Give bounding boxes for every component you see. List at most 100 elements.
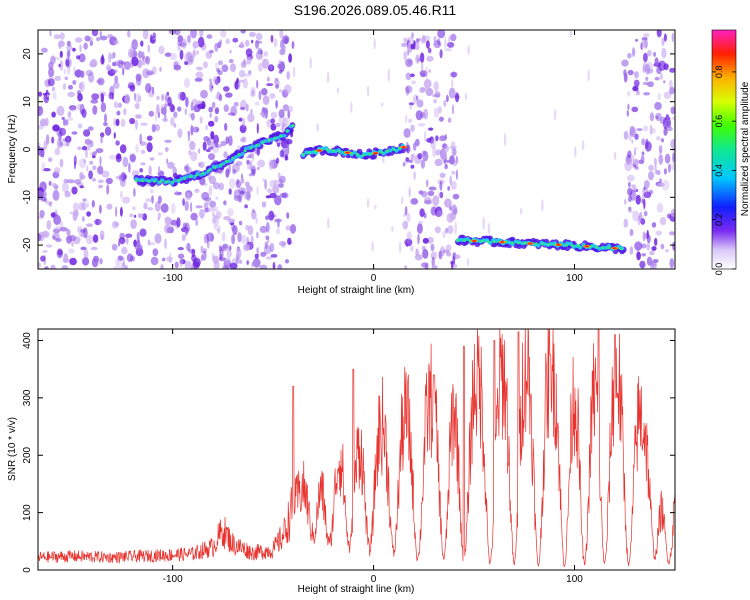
noise-blob: [198, 148, 201, 154]
noise-blob: [433, 40, 442, 49]
noise-blob: [288, 53, 292, 63]
noise-blob: [83, 159, 86, 164]
noise-blob: [451, 148, 457, 157]
noise-blob: [643, 39, 648, 49]
noise-blob: [426, 137, 433, 143]
noise-blob: [636, 251, 641, 261]
ridge-inner: [261, 140, 265, 144]
ridge-inner: [486, 240, 490, 243]
noise-blob: [453, 254, 461, 260]
noise-blob: [51, 182, 57, 188]
noise-blob: [451, 104, 455, 115]
noise-blob: [641, 37, 648, 41]
noise-blob: [187, 131, 191, 142]
noise-blob: [265, 235, 270, 241]
noise-blob: [81, 108, 87, 118]
noise-blob: [61, 116, 64, 120]
y-tick-label: 20: [22, 48, 33, 60]
ridge-inner: [134, 179, 139, 183]
noise-blob: [240, 234, 248, 244]
ridge-inner: [564, 243, 569, 247]
noise-blob: [452, 193, 460, 200]
noise-blob: [447, 225, 454, 235]
noise-blob: [88, 72, 95, 83]
noise-blob: [256, 167, 260, 170]
noise-blob: [248, 70, 252, 75]
noise-blob: [49, 56, 56, 65]
noise-blob: [279, 89, 282, 93]
noise-blob: [669, 258, 675, 269]
noise-blob: [241, 189, 244, 197]
noise-blob: [406, 36, 414, 45]
noise-blob: [225, 38, 231, 44]
noise-blob: [642, 231, 646, 242]
noise-blob: [291, 41, 295, 49]
noise-blob: [661, 37, 665, 47]
noise-blob: [59, 158, 64, 168]
noise-blob: [257, 159, 266, 168]
noise-blob: [623, 218, 629, 228]
noise-blob: [148, 110, 154, 117]
noise-blob: [173, 123, 177, 128]
noise-blob: [161, 93, 165, 102]
noise-blob: [416, 223, 423, 234]
noise-blob: [194, 77, 203, 82]
noise-blob: [639, 260, 646, 269]
noise-blob: [208, 120, 215, 127]
noise-blob: [205, 124, 208, 130]
noise-blob: [247, 113, 255, 123]
noise-blob: [403, 51, 408, 61]
noise-blob: [72, 80, 77, 85]
noise-blob: [92, 151, 98, 155]
ridge-inner: [183, 177, 187, 181]
noise-blob: [225, 136, 229, 144]
noise-blob: [447, 41, 455, 48]
noise-blob: [327, 217, 330, 229]
noise-blob: [669, 67, 675, 73]
noise-blob: [192, 50, 196, 58]
noise-blob: [86, 223, 93, 228]
noise-blob: [115, 258, 122, 266]
noise-blob: [284, 156, 289, 161]
noise-blob: [79, 158, 87, 169]
noise-blob: [627, 187, 633, 196]
noise-blob: [150, 36, 156, 44]
noise-blob: [52, 235, 56, 240]
noise-blob: [382, 155, 385, 164]
noise-blob: [451, 170, 456, 175]
noise-blob: [387, 68, 390, 83]
noise-blob: [414, 138, 420, 147]
noise-blob: [111, 220, 119, 229]
noise-blob: [62, 83, 67, 90]
noise-blob: [274, 195, 282, 206]
noise-blob: [39, 209, 45, 218]
noise-blob: [140, 162, 146, 166]
noise-blob: [410, 153, 414, 162]
y-tick-label: 300: [22, 389, 33, 406]
noise-blob: [256, 247, 259, 253]
noise-blob: [427, 190, 435, 197]
noise-blob: [666, 126, 673, 132]
noise-blob: [248, 31, 256, 38]
noise-blob: [419, 208, 425, 218]
ridge-mid: [507, 240, 512, 245]
noise-blob: [439, 180, 443, 191]
noise-blob: [269, 64, 273, 70]
noise-blob: [209, 81, 214, 93]
noise-blob: [222, 243, 229, 249]
noise-blob: [151, 123, 156, 133]
ridge-inner: [601, 246, 605, 249]
noise-blob: [658, 154, 664, 165]
noise-blob: [233, 80, 241, 90]
noise-blob: [114, 75, 119, 84]
noise-blob: [669, 231, 675, 236]
noise-blob: [177, 45, 181, 51]
noise-blob: [227, 208, 234, 217]
ridge-inner: [380, 150, 384, 154]
noise-blob: [209, 113, 212, 118]
noise-blob: [668, 163, 671, 173]
noise-blob: [41, 230, 50, 238]
noise-blob: [641, 151, 645, 156]
noise-blob: [72, 47, 76, 52]
